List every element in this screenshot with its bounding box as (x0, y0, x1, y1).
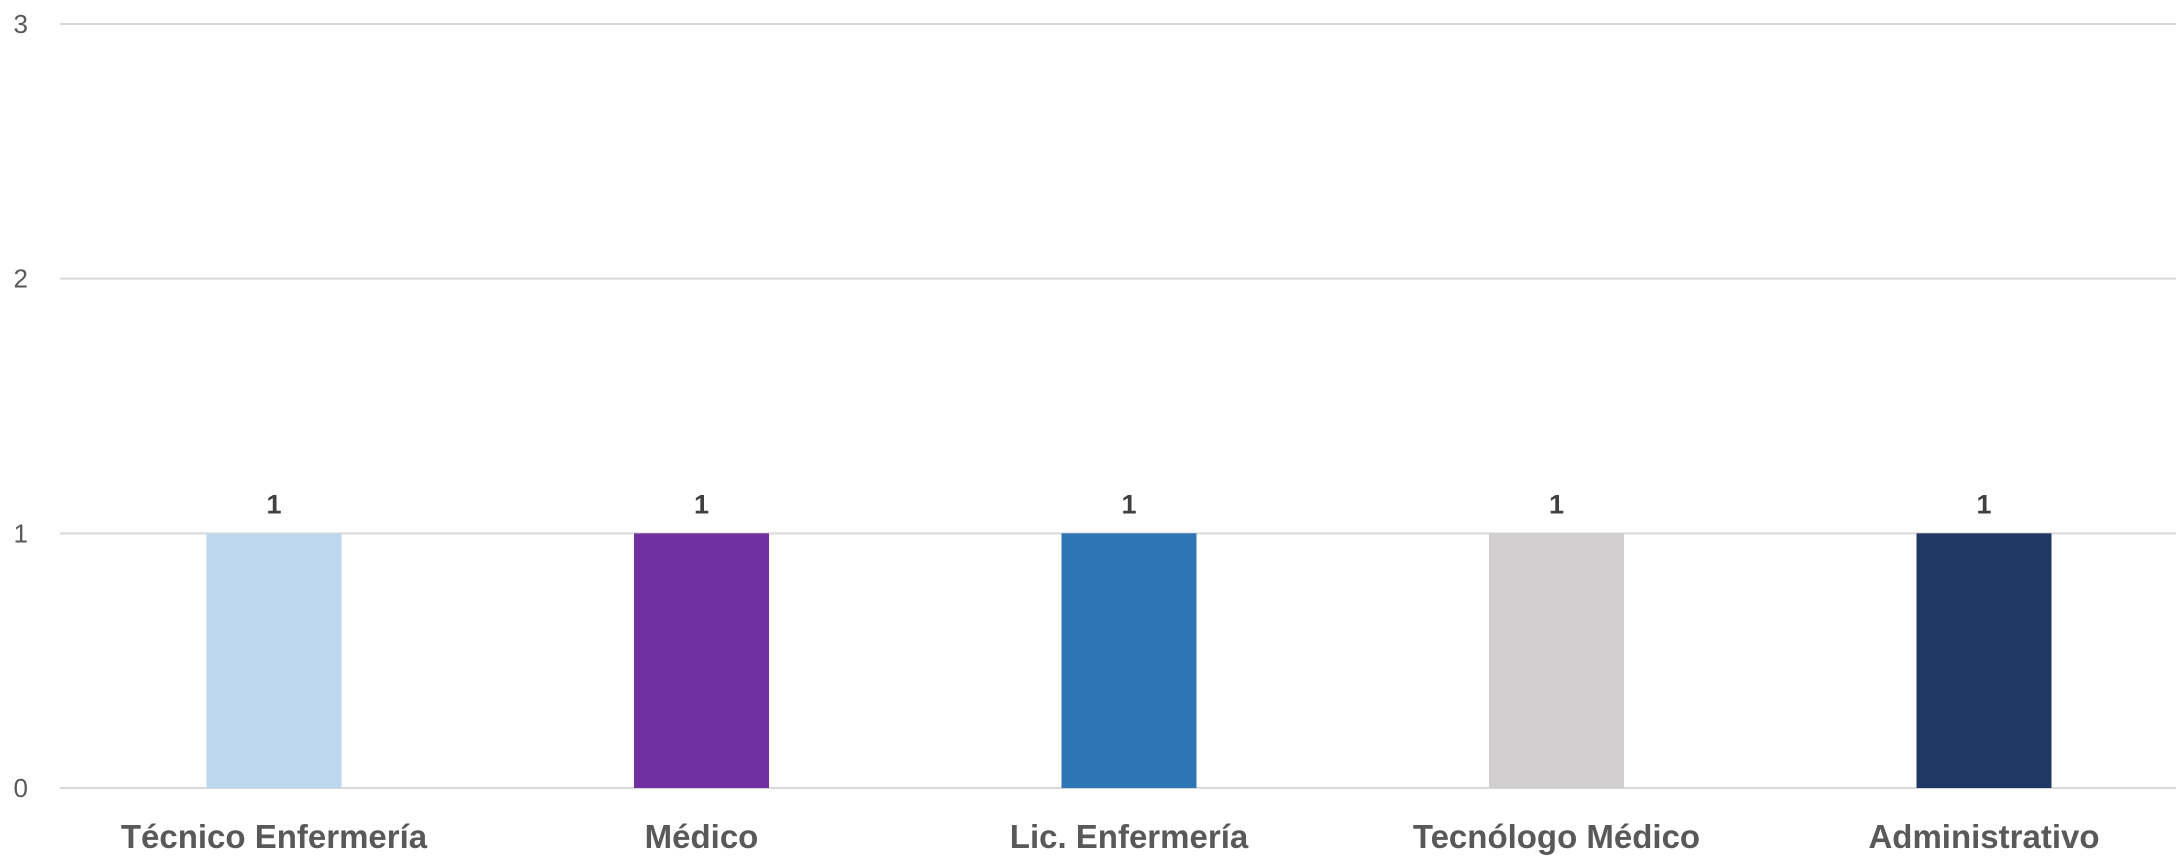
y-tick-label: 1 (14, 518, 28, 548)
x-tick-label: Lic. Enfermería (1010, 818, 1249, 855)
x-tick-label: Médico (645, 818, 759, 855)
bar (206, 533, 342, 788)
data-labels: 1 1 1 1 1 (266, 489, 1991, 519)
y-tick-label: 0 (14, 773, 28, 803)
x-tick-label: Tecnólogo Médico (1413, 818, 1700, 855)
y-tick-label: 3 (14, 9, 28, 39)
data-label: 1 (1549, 489, 1564, 519)
bar (1916, 533, 2052, 788)
bar (1061, 533, 1197, 788)
x-axis-ticks: Técnico Enfermería Médico Lic. Enfermería T… (121, 818, 2100, 855)
y-axis-ticks: 0 1 2 3 (14, 9, 28, 803)
bar (1489, 533, 1624, 788)
data-label: 1 (266, 489, 281, 519)
data-label: 1 (1121, 489, 1136, 519)
data-label: 1 (694, 489, 709, 519)
bar (634, 533, 769, 788)
x-tick-label: Administrativo (1868, 818, 2099, 855)
data-label: 1 (1976, 489, 1991, 519)
x-tick-label: Técnico Enfermería (121, 818, 428, 855)
bars (206, 533, 2052, 788)
y-tick-label: 2 (14, 264, 28, 294)
